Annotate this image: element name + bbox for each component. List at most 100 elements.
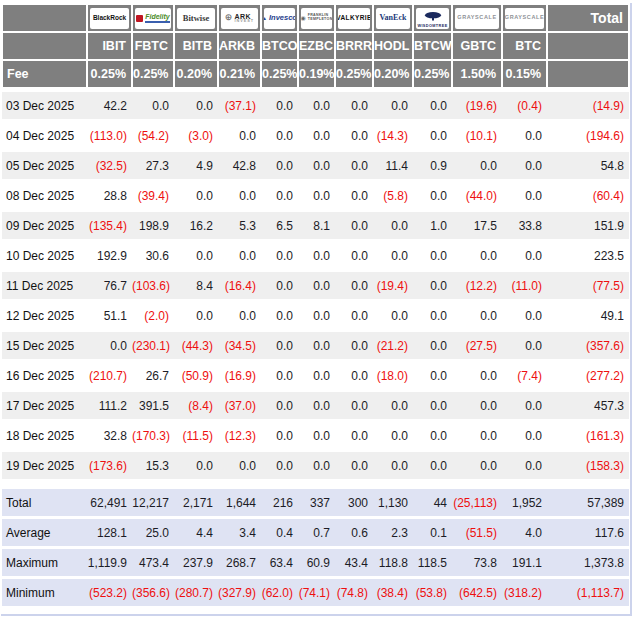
- flow-value: (34.5): [218, 331, 261, 361]
- flow-value: 223.5: [547, 241, 629, 271]
- flow-value: (12.3): [218, 421, 261, 451]
- flow-value: 42.8: [218, 151, 261, 181]
- summary-row-minimum: Minimum(523.2)(356.6)(280.7)(327.9)(62.0…: [2, 578, 629, 608]
- row-date: 05 Dec 2025: [2, 151, 87, 181]
- flow-value: (3.0): [174, 121, 218, 151]
- daily-flow-row: 11 Dec 202576.7(103.6)8.4(16.4)0.00.00.0…: [2, 271, 629, 301]
- issuer-cell-valkyrie: VALKYRIE: [335, 4, 373, 32]
- flow-value: (14.9): [547, 92, 629, 121]
- flow-value: 0.0: [87, 331, 132, 361]
- flow-value: (12.2): [452, 271, 502, 301]
- flow-value: 0.0: [298, 121, 335, 151]
- ticker-header-gbtc: GBTC: [452, 32, 502, 60]
- ark-logo-row: ⊕ARKINVEST: [225, 13, 254, 24]
- fee-value-btcw: 0.25%: [413, 60, 452, 88]
- wisdomtree-tree-icon: [424, 8, 442, 24]
- summary-label: Minimum: [2, 578, 87, 608]
- flow-value: (14.3): [373, 121, 413, 151]
- summary-value: 117.6: [547, 518, 629, 548]
- flow-value: 0.0: [298, 361, 335, 391]
- flow-value: (44.0): [452, 181, 502, 211]
- ticker-total-blank-cell: [547, 32, 629, 60]
- flow-value: 198.9: [132, 211, 174, 241]
- flow-value: 0.0: [298, 331, 335, 361]
- flow-value: 0.0: [413, 451, 452, 481]
- flow-value: 0.0: [452, 301, 502, 331]
- flow-value: (16.9): [218, 361, 261, 391]
- flow-value: 0.0: [335, 271, 373, 301]
- flow-value: 0.0: [261, 331, 298, 361]
- flow-value: 0.0: [261, 391, 298, 421]
- summary-value: 2,171: [174, 489, 218, 518]
- vaneck-wordmark: VanEck: [380, 14, 407, 22]
- flow-value: 0.0: [413, 121, 452, 151]
- vaneck-logo: VanEck: [376, 8, 410, 29]
- flow-value: 0.0: [218, 121, 261, 151]
- flow-value: 0.0: [261, 421, 298, 451]
- summary-value: (74.8): [335, 578, 373, 608]
- ticker-header-arkb: ARKB: [218, 32, 261, 60]
- invesco-logo: ▲Invesco: [264, 8, 295, 29]
- summary-value: (38.4): [373, 578, 413, 608]
- flow-value: 0.0: [452, 151, 502, 181]
- flow-value: 0.0: [452, 361, 502, 391]
- summary-value: 1,119.9: [87, 548, 132, 578]
- flow-value: 0.0: [413, 421, 452, 451]
- row-date: 09 Dec 2025: [2, 211, 87, 241]
- total-column-header: Total: [547, 4, 629, 32]
- flow-value: 0.0: [298, 421, 335, 451]
- daily-flow-row: 12 Dec 202551.1(2.0)0.00.00.00.00.00.00.…: [2, 301, 629, 331]
- table-header: BlackRockFidelityBitwise⊕ARKINVEST▲Inves…: [2, 4, 629, 88]
- flow-value: 0.0: [502, 121, 547, 151]
- flow-value: 111.2: [87, 391, 132, 421]
- flow-value: (194.6): [547, 121, 629, 151]
- bitwise-logo: Bitwise: [177, 8, 215, 29]
- bitwise-wordmark: Bitwise: [183, 14, 209, 23]
- flow-value: 0.0: [335, 361, 373, 391]
- issuer-cell-grayscale: GRAYSCALE: [452, 4, 502, 32]
- summary-value: 300: [335, 489, 373, 518]
- flow-value: 0.0: [218, 301, 261, 331]
- ticker-header-btcw: BTCW: [413, 32, 452, 60]
- row-date: 17 Dec 2025: [2, 391, 87, 421]
- flow-value: 0.0: [261, 151, 298, 181]
- flow-value: (5.8): [373, 181, 413, 211]
- fee-total-blank-cell: [547, 60, 629, 88]
- summary-value: 1,644: [218, 489, 261, 518]
- flow-value: 0.0: [373, 211, 413, 241]
- flow-value: 0.0: [373, 421, 413, 451]
- corner-blank-cell: [2, 4, 87, 32]
- flow-value: 0.0: [261, 92, 298, 121]
- summary-value: (523.2): [87, 578, 132, 608]
- flow-value: 11.4: [373, 151, 413, 181]
- daily-flow-row: 18 Dec 202532.8(170.3)(11.5)(12.3)0.00.0…: [2, 421, 629, 451]
- issuer-cell-ark: ⊕ARKINVEST: [218, 4, 261, 32]
- daily-flow-row: 03 Dec 202542.20.00.0(37.1)0.00.00.00.00…: [2, 92, 629, 121]
- invesco-triangle-icon: ▲: [264, 16, 267, 21]
- flow-value: (37.0): [218, 391, 261, 421]
- fee-row: Fee0.25%0.25%0.20%0.21%0.25%0.19%0.25%0.…: [2, 60, 629, 88]
- summary-value: 3.4: [218, 518, 261, 548]
- ticker-blank-cell: [2, 32, 87, 60]
- flow-value: 0.0: [413, 271, 452, 301]
- flow-value: 6.5: [261, 211, 298, 241]
- flow-value: 0.0: [413, 301, 452, 331]
- summary-label: Maximum: [2, 548, 87, 578]
- flow-value: (16.4): [218, 271, 261, 301]
- summary-value: 473.4: [132, 548, 174, 578]
- issuer-cell-grayscale2: GRAYSCALE: [502, 4, 547, 32]
- flow-value: 0.0: [335, 301, 373, 331]
- flow-value: (54.2): [132, 121, 174, 151]
- flow-value: 8.4: [174, 271, 218, 301]
- flow-value: (0.4): [502, 92, 547, 121]
- summary-row-total: Total62,49112,2172,1711,6442163373001,13…: [2, 489, 629, 518]
- summary-value: 12,217: [132, 489, 174, 518]
- flow-value: (39.4): [132, 181, 174, 211]
- flow-value: 27.3: [132, 151, 174, 181]
- flow-value: 0.0: [373, 301, 413, 331]
- flow-value: 0.0: [261, 241, 298, 271]
- body-summary-spacer: [2, 481, 629, 490]
- summary-value: 60.9: [298, 548, 335, 578]
- flow-value: (210.7): [87, 361, 132, 391]
- flow-value: 0.0: [452, 451, 502, 481]
